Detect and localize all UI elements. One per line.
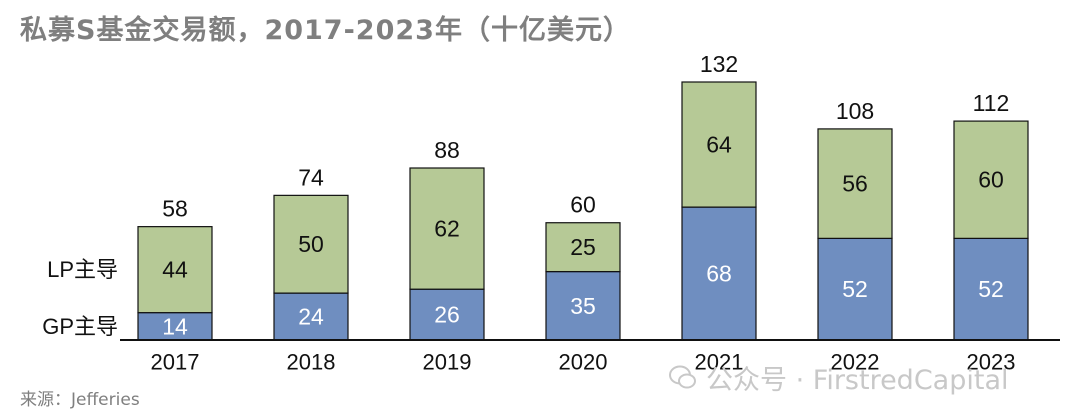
data-label-total-2018: 74 (298, 164, 324, 190)
x-tick-label-2022: 2022 (831, 350, 880, 375)
watermark-text: 公众号 · FirstredCapital (706, 365, 1009, 396)
data-label-gp-2017: 14 (162, 313, 188, 339)
x-tick-label-2023: 2023 (967, 350, 1016, 375)
legend-lp: LP主导 (47, 257, 118, 282)
bar-lp-2021 (681, 81, 757, 208)
source-note: 来源：Jefferies (20, 390, 140, 410)
data-label-gp-2020: 35 (570, 293, 596, 319)
x-tick-label-2017: 2017 (151, 350, 200, 375)
data-label-lp-2019: 62 (434, 216, 460, 242)
bar-gp-2017 (137, 312, 213, 341)
legend-gp: GP主导 (42, 314, 118, 339)
bar-gp-2023 (953, 237, 1029, 341)
bar-lp-2023 (953, 120, 1029, 239)
bar-lp-2017 (137, 226, 213, 314)
watermark: 公众号 · FirstredCapital (668, 358, 1009, 397)
x-tick-label-2021: 2021 (695, 350, 744, 375)
bar-gp-2021 (681, 206, 757, 341)
bar-gp-2018 (273, 292, 349, 341)
data-label-gp-2019: 26 (434, 302, 460, 328)
data-label-lp-2021: 64 (706, 132, 732, 158)
wechat-icon (669, 365, 696, 388)
data-label-gp-2022: 52 (842, 276, 868, 302)
data-label-total-2017: 58 (162, 196, 188, 222)
chart-title: 私募S基金交易额，2017-2023年（十亿美元） (20, 15, 631, 46)
data-label-lp-2020: 25 (570, 234, 596, 260)
data-label-gp-2023: 52 (978, 276, 1004, 302)
data-label-lp-2018: 50 (298, 231, 324, 257)
data-label-lp-2017: 44 (162, 257, 188, 283)
data-label-gp-2018: 24 (298, 304, 324, 330)
data-label-total-2023: 112 (973, 90, 1010, 116)
data-label-total-2020: 60 (570, 192, 596, 218)
bar-gp-2020 (545, 270, 621, 341)
bar-lp-2018 (273, 194, 349, 294)
data-label-total-2022: 108 (836, 98, 874, 124)
data-label-gp-2021: 68 (706, 261, 732, 287)
x-tick-label-2019: 2019 (423, 350, 472, 375)
bar-lp-2022 (817, 128, 893, 239)
x-tick-label-2020: 2020 (559, 350, 608, 375)
data-label-total-2019: 88 (434, 137, 460, 163)
data-label-lp-2023: 60 (978, 167, 1004, 193)
bar-lp-2019 (409, 167, 485, 290)
data-label-lp-2022: 56 (842, 171, 868, 197)
x-tick-label-2018: 2018 (287, 350, 336, 375)
data-label-total-2021: 132 (700, 51, 738, 77)
bar-lp-2020 (545, 222, 621, 273)
